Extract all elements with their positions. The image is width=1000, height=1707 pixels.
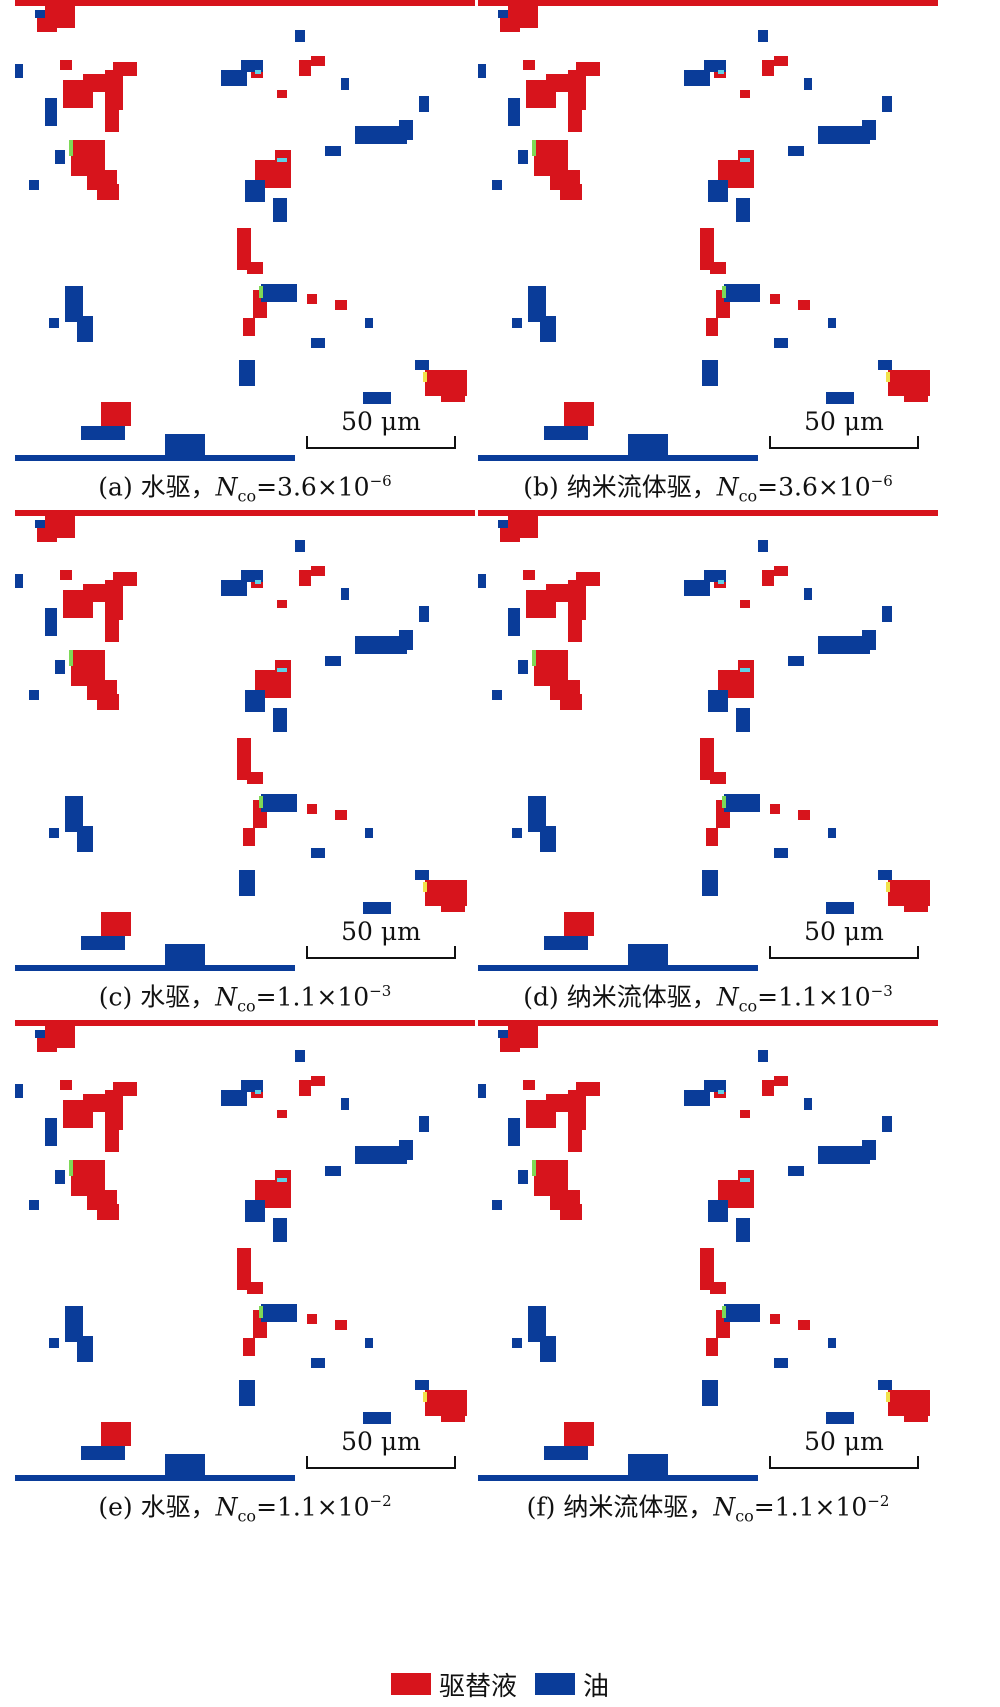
panel-caption-e: (e) 水驱，Nco=1.1×10−2 xyxy=(0,1486,490,1531)
caption-exponent: −6 xyxy=(870,472,893,490)
scale-bar: 50 μm xyxy=(306,917,456,959)
panel-a: 50 μm (a) 水驱，Nco=3.6×10−6 xyxy=(0,0,490,505)
caption-prefix: (e) 水驱， xyxy=(98,1492,216,1522)
outlet-boundary xyxy=(15,455,295,461)
panel-caption-c: (c) 水驱，Nco=1.1×10−3 xyxy=(0,976,490,1021)
caption-n-subscript: co xyxy=(738,996,758,1016)
legend-item-oil: 油 xyxy=(535,1666,609,1703)
scale-bar: 50 μm xyxy=(769,407,919,449)
caption-exponent: −2 xyxy=(867,1492,890,1510)
oil-regions xyxy=(478,520,892,968)
legend-swatch-oil xyxy=(535,1673,575,1695)
pore-image-f: 50 μm xyxy=(478,1020,938,1481)
caption-exponent: −6 xyxy=(369,472,392,490)
oil-regions xyxy=(15,10,429,458)
scale-bar-label: 50 μm xyxy=(804,917,884,946)
pore-image-c: 50 μm xyxy=(15,510,475,971)
oil-regions xyxy=(478,10,892,458)
pore-image-d: 50 μm xyxy=(478,510,938,971)
legend: 驱替液 油 xyxy=(0,1666,1000,1702)
scale-bar-label: 50 μm xyxy=(804,407,884,436)
caption-n-symbol: N xyxy=(713,1492,736,1522)
outlet-boundary xyxy=(15,1475,295,1481)
panel-caption-a: (a) 水驱，Nco=3.6×10−6 xyxy=(0,466,490,511)
oil-regions xyxy=(15,1030,429,1478)
caption-prefix: (d) 纳米流体驱， xyxy=(523,982,717,1012)
scale-bar-label: 50 μm xyxy=(341,917,421,946)
caption-n-symbol: N xyxy=(215,1492,238,1522)
caption-value: =1.1×10 xyxy=(256,1492,370,1522)
caption-value: =1.1×10 xyxy=(255,982,370,1012)
panel-c: 50 μm (c) 水驱，Nco=1.1×10−3 xyxy=(0,510,490,1015)
caption-n-subscript: co xyxy=(237,486,257,506)
panel-caption-b: (b) 纳米流体驱，Nco=3.6×10−6 xyxy=(463,466,953,511)
outlet-boundary xyxy=(478,1475,758,1481)
caption-n-symbol: N xyxy=(215,472,238,502)
scale-bar-label: 50 μm xyxy=(804,1427,884,1456)
scale-bar: 50 μm xyxy=(769,917,919,959)
legend-label-oil: 油 xyxy=(583,1671,610,1702)
inlet-boundary xyxy=(15,510,475,516)
caption-prefix: (a) 水驱， xyxy=(98,472,216,502)
pore-image-a: 50 μm xyxy=(15,0,475,461)
caption-exponent: −3 xyxy=(870,982,893,1000)
caption-exponent: −2 xyxy=(369,1492,392,1510)
legend-item-displacing-fluid: 驱替液 xyxy=(390,1666,517,1703)
caption-value: =3.6×10 xyxy=(757,472,871,502)
caption-prefix: (c) 水驱， xyxy=(98,982,216,1012)
outlet-boundary xyxy=(478,455,758,461)
oil-regions xyxy=(15,520,429,968)
caption-value: =3.6×10 xyxy=(256,472,370,502)
inlet-boundary xyxy=(478,510,938,516)
caption-n-subscript: co xyxy=(237,1506,257,1526)
inlet-boundary xyxy=(15,0,475,6)
caption-n-subscript: co xyxy=(735,1506,754,1526)
caption-value: =1.1×10 xyxy=(757,982,871,1012)
panel-d: 50 μm (d) 纳米流体驱，Nco=1.1×10−3 xyxy=(463,510,953,1015)
scale-bar-label: 50 μm xyxy=(341,407,421,436)
scale-bar: 50 μm xyxy=(769,1427,919,1469)
caption-n-subscript: co xyxy=(738,486,758,506)
caption-n-symbol: N xyxy=(215,982,238,1012)
pore-image-b: 50 μm xyxy=(478,0,938,461)
oil-regions xyxy=(478,1030,892,1478)
caption-exponent: −3 xyxy=(369,982,392,1000)
legend-swatch-displacing xyxy=(390,1673,431,1695)
pore-image-e: 50 μm xyxy=(15,1020,475,1481)
outlet-boundary xyxy=(478,965,758,971)
panel-caption-f: (f) 纳米流体驱，Nco=1.1×10−2 xyxy=(463,1486,953,1531)
panel-caption-d: (d) 纳米流体驱，Nco=1.1×10−3 xyxy=(463,976,953,1021)
scale-bar-label: 50 μm xyxy=(341,1427,421,1456)
panel-b: 50 μm (b) 纳米流体驱，Nco=3.6×10−6 xyxy=(463,0,953,505)
panel-f: 50 μm (f) 纳米流体驱，Nco=1.1×10−2 xyxy=(463,1020,953,1525)
panel-e: 50 μm (e) 水驱，Nco=1.1×10−2 xyxy=(0,1020,490,1525)
scale-bar: 50 μm xyxy=(306,407,456,449)
inlet-boundary xyxy=(15,1020,475,1026)
legend-label-displacing: 驱替液 xyxy=(438,1671,517,1702)
scale-bar: 50 μm xyxy=(306,1427,456,1469)
outlet-boundary xyxy=(15,965,295,971)
caption-prefix: (b) 纳米流体驱， xyxy=(523,472,717,502)
inlet-boundary xyxy=(478,1020,938,1026)
caption-n-subscript: co xyxy=(237,996,256,1016)
caption-n-symbol: N xyxy=(716,982,739,1012)
caption-prefix: (f) 纳米流体驱， xyxy=(526,1492,714,1522)
inlet-boundary xyxy=(478,0,938,6)
caption-n-symbol: N xyxy=(716,472,739,502)
caption-value: =1.1×10 xyxy=(753,1492,868,1522)
